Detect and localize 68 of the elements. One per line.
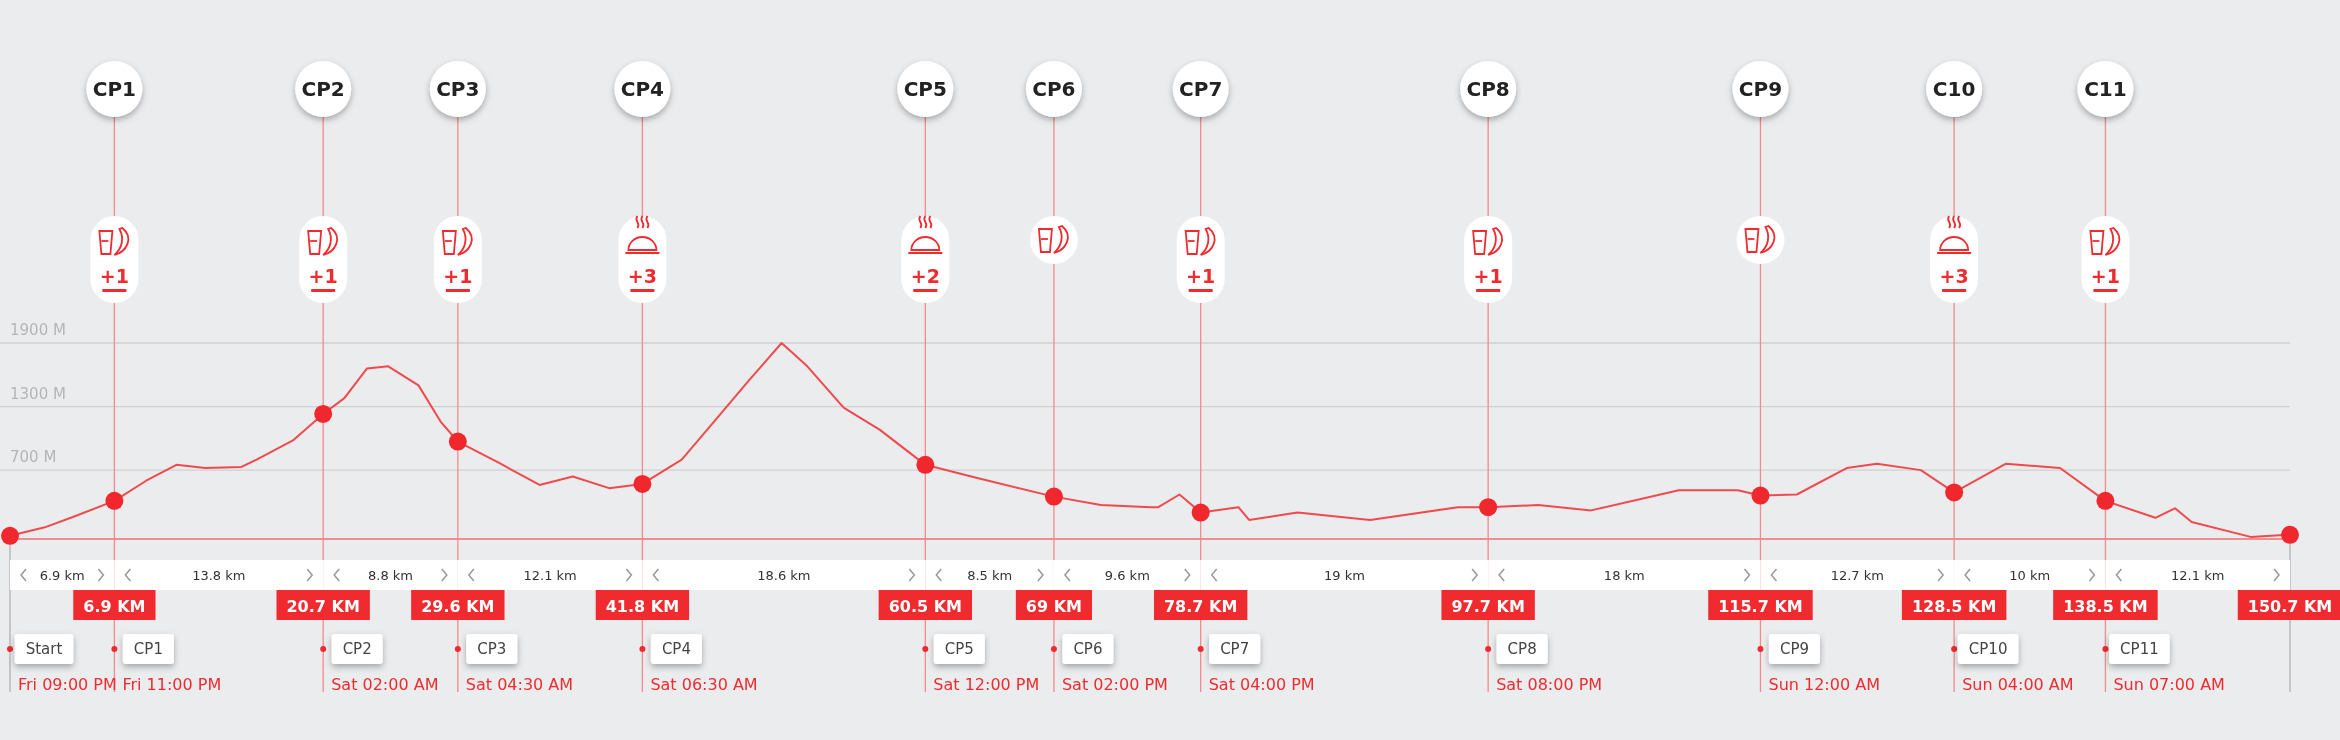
text: Sat 12:00 PM xyxy=(933,675,1040,694)
text: 12.1 km xyxy=(2171,568,2225,583)
text: CP9 xyxy=(1779,640,1809,658)
x-tick-label: 6.9 KM xyxy=(83,597,146,616)
text: 8.8 km xyxy=(368,568,413,583)
text: 6.9 km xyxy=(39,568,85,583)
text: Sat 02:00 PM xyxy=(1061,675,1168,694)
ref-line-label: CP5 xyxy=(903,77,947,101)
text: CP5 xyxy=(944,640,974,658)
text: CP6 xyxy=(1073,640,1103,658)
ref-line-label: C10 xyxy=(1932,77,1976,101)
x-tick-label: 138.5 KM xyxy=(2063,597,2148,616)
x-tick-label: 60.5 KM xyxy=(888,597,963,616)
text: 8.5 km xyxy=(967,568,1013,583)
ref-line-label: C11 xyxy=(2084,77,2127,101)
ref-line-label: CP1 xyxy=(92,77,137,101)
text: CP3 xyxy=(477,640,507,658)
text: CP11 xyxy=(2120,640,2159,658)
text: CP10 xyxy=(1968,640,2008,658)
annotation: +1 xyxy=(1186,265,1216,287)
x-tick-label: 150.7 KM xyxy=(2247,597,2333,616)
text: CP4 xyxy=(661,640,691,658)
text: CP2 xyxy=(342,640,372,658)
text: CP7 xyxy=(1220,640,1250,658)
text: Start xyxy=(25,640,63,658)
x-tick-label: 128.5 KM xyxy=(1911,597,1997,616)
ref-line-label: CP2 xyxy=(301,77,345,101)
annotation: +1 xyxy=(1473,265,1503,287)
text: 18 km xyxy=(1603,568,1645,583)
text: Sun 07:00 AM xyxy=(2113,675,2225,694)
text: Sat 02:00 AM xyxy=(331,675,439,694)
annotation: +2 xyxy=(910,265,940,287)
x-tick-label: 78.7 KM xyxy=(1164,597,1238,616)
text: Sat 06:30 AM xyxy=(650,675,758,694)
ref-line-label: CP7 xyxy=(1179,77,1223,101)
text: 10 km xyxy=(2009,568,2051,583)
text: 18.6 km xyxy=(757,568,811,583)
text: 19 km xyxy=(1323,568,1365,583)
x-tick-label: 29.6 KM xyxy=(421,597,495,616)
ref-line-label: CP6 xyxy=(1032,77,1076,101)
text: Sat 04:00 PM xyxy=(1208,675,1315,694)
annotation: +3 xyxy=(627,265,657,287)
ref-line-label: CP9 xyxy=(1738,77,1783,101)
ref-line-label: CP3 xyxy=(436,77,480,101)
text: Sun 12:00 AM xyxy=(1768,675,1880,694)
text: Sat 04:30 AM xyxy=(465,675,574,694)
text: 9.6 km xyxy=(1104,568,1150,583)
text: 13.8 km xyxy=(192,568,246,583)
ref-line-label: CP4 xyxy=(620,77,665,101)
text: CP1 xyxy=(133,640,163,658)
text: Sun 04:00 AM xyxy=(1962,675,2074,694)
text: CP8 xyxy=(1507,640,1537,658)
x-tick-label: 69 KM xyxy=(1025,597,1083,616)
x-tick-label: 97.7 KM xyxy=(1451,597,1525,616)
text: Fri 09:00 PM xyxy=(18,675,117,694)
annotation: +1 xyxy=(443,265,473,287)
x-tick-label: 115.7 KM xyxy=(1718,597,1803,616)
x-tick-label: 20.7 KM xyxy=(286,597,360,616)
annotation: +3 xyxy=(1939,265,1969,287)
ref-line-label: CP8 xyxy=(1466,77,1510,101)
annotation: +1 xyxy=(308,265,338,287)
x-tick-label: 41.8 KM xyxy=(605,597,680,616)
annotation: +1 xyxy=(99,265,129,287)
text: Fri 11:00 PM xyxy=(122,675,222,694)
text: Sat 08:00 PM xyxy=(1496,675,1603,694)
text: 12.1 km xyxy=(523,568,577,583)
annotation: +1 xyxy=(2090,265,2120,287)
text: 12.7 km xyxy=(1830,568,1884,583)
